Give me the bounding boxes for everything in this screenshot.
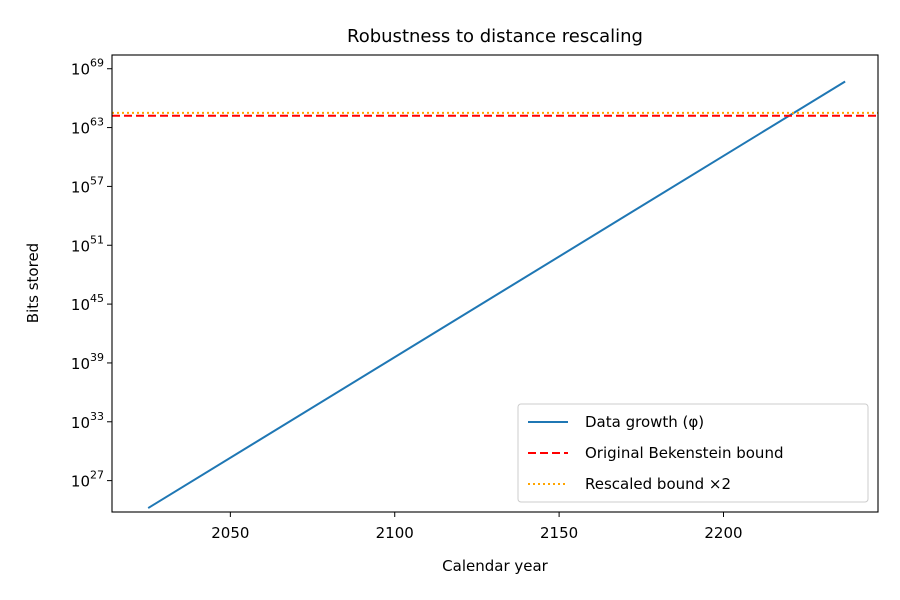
y-tick-label: 1069 bbox=[71, 57, 104, 79]
legend-label: Rescaled bound ×2 bbox=[585, 475, 731, 493]
y-tick-base: 10 bbox=[71, 61, 90, 79]
x-tick-label: 2100 bbox=[376, 524, 414, 542]
y-tick-base: 10 bbox=[71, 355, 90, 373]
legend-box bbox=[517, 403, 869, 503]
y-tick-label: 1033 bbox=[71, 410, 104, 432]
y-tick-exponent: 39 bbox=[90, 351, 104, 364]
y-tick-label: 1063 bbox=[71, 116, 104, 138]
x-axis-label: Calendar year bbox=[442, 557, 549, 575]
y-tick-exponent: 63 bbox=[90, 116, 104, 129]
y-tick-label: 1027 bbox=[71, 469, 104, 491]
y-tick-base: 10 bbox=[71, 473, 90, 491]
y-tick-label: 1051 bbox=[71, 233, 104, 255]
legend: Data growth (φ) Original Bekenstein bound… bbox=[517, 403, 869, 503]
y-tick-base: 10 bbox=[71, 178, 90, 196]
y-tick-exponent: 51 bbox=[90, 233, 104, 246]
y-tick-base: 10 bbox=[71, 296, 90, 314]
y-tick-exponent: 69 bbox=[90, 57, 104, 70]
x-axis: 2050 2100 2150 2200 bbox=[211, 512, 743, 542]
x-tick-label: 2150 bbox=[540, 524, 578, 542]
y-tick-exponent: 57 bbox=[90, 174, 104, 187]
plot-frame bbox=[111, 54, 879, 513]
x-tick-label: 2050 bbox=[211, 524, 249, 542]
y-tick-label: 1045 bbox=[71, 292, 104, 314]
x-tick-label: 2200 bbox=[704, 524, 742, 542]
data-growth-line bbox=[147, 80, 846, 509]
y-tick-label: 1039 bbox=[71, 351, 104, 373]
y-tick-base: 10 bbox=[71, 237, 90, 255]
y-tick-label: 1057 bbox=[71, 174, 104, 196]
y-tick-base: 10 bbox=[71, 414, 90, 432]
legend-label: Original Bekenstein bound bbox=[585, 444, 783, 462]
y-tick-base: 10 bbox=[71, 120, 90, 138]
y-tick-exponent: 45 bbox=[90, 292, 104, 305]
plot-area bbox=[112, 80, 878, 509]
chart-title: Robustness to distance rescaling bbox=[347, 26, 643, 47]
y-tick-exponent: 33 bbox=[90, 410, 104, 423]
legend-label: Data growth (φ) bbox=[585, 413, 704, 431]
y-tick-exponent: 27 bbox=[90, 469, 104, 482]
y-axis-label: Bits stored bbox=[24, 243, 42, 323]
